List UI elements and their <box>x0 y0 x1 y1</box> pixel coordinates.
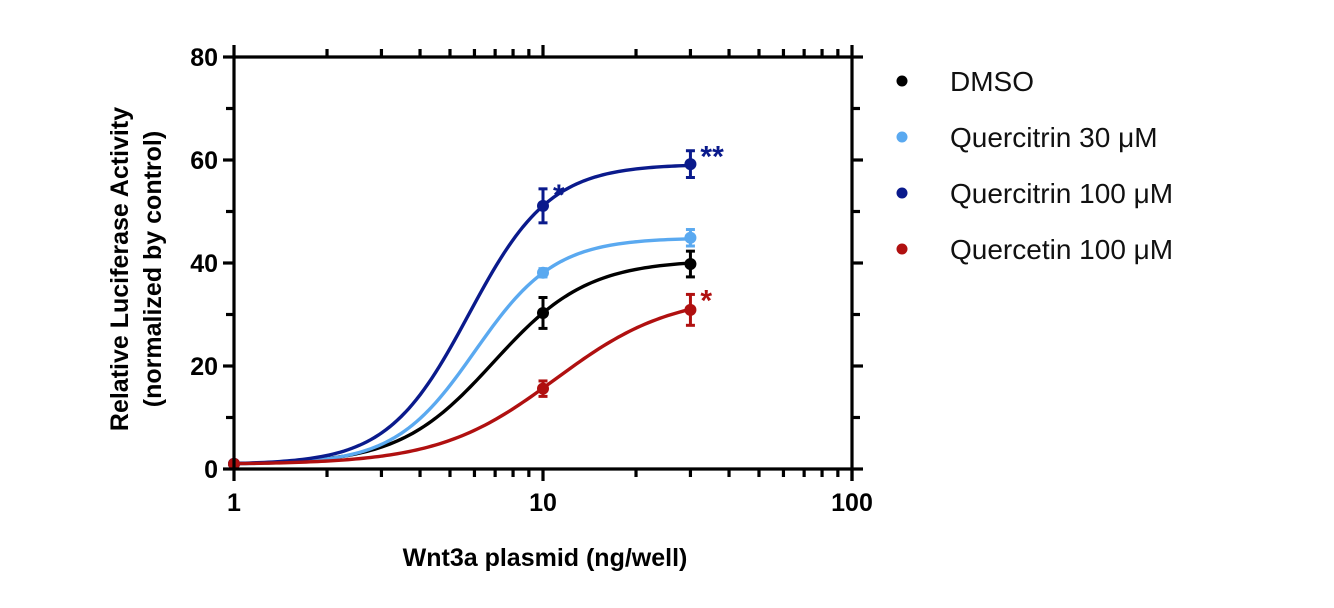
y-tick-label: 20 <box>190 353 218 381</box>
significance-marker: * <box>553 179 565 212</box>
legend-marker <box>896 243 908 255</box>
significance-marker: * <box>700 284 712 317</box>
legend: DMSO Quercitrin 30 μM Quercitrin 100 μM Que… <box>896 66 1173 265</box>
y-tick-label: 0 <box>204 456 218 484</box>
y-tick-label: 60 <box>190 147 218 175</box>
legend-marker <box>896 187 908 199</box>
legend-marker <box>896 75 908 87</box>
fit-curves <box>232 163 693 466</box>
legend-label: Quercetin 100 μM <box>950 234 1173 265</box>
legend-label: Quercitrin 100 μM <box>950 178 1173 209</box>
data-point <box>537 306 549 319</box>
significance-marker: ** <box>700 141 724 174</box>
y-axis-title-line2: (normalized by control) <box>139 131 167 407</box>
y-tick-label: 80 <box>190 44 218 72</box>
data-points <box>228 158 697 470</box>
data-point <box>537 266 549 279</box>
axes <box>223 45 863 481</box>
data-point <box>684 258 697 271</box>
legend-label: DMSO <box>950 66 1034 97</box>
x-axis-title: Wnt3a plasmid (ng/well) <box>403 544 688 572</box>
y-axis-title: Relative Luciferase Activity (normalized… <box>106 107 167 431</box>
legend-item: Quercitrin 100 μM <box>896 178 1173 209</box>
x-tick-label: 100 <box>831 489 873 517</box>
legend-item: Quercitrin 30 μM <box>896 122 1158 153</box>
data-point <box>684 303 697 316</box>
y-axis-title-line1: Relative Luciferase Activity <box>106 107 134 431</box>
legend-item: Quercetin 100 μM <box>896 234 1173 265</box>
significance-annotations: **** <box>553 141 724 318</box>
data-point <box>537 382 549 395</box>
x-tick-label: 1 <box>227 489 241 517</box>
legend-item: DMSO <box>896 66 1034 97</box>
legend-marker <box>896 131 908 143</box>
y-tick-labels: 0 20 40 60 80 <box>190 44 218 484</box>
series-curve-2 <box>232 163 693 466</box>
series-curve-3 <box>232 307 693 466</box>
data-point <box>684 158 697 171</box>
series-curve-0 <box>232 261 693 466</box>
x-tick-labels: 1 10 100 <box>227 489 873 517</box>
data-point <box>684 231 697 244</box>
x-tick-label: 10 <box>529 489 557 517</box>
data-point <box>537 199 549 212</box>
y-tick-label: 40 <box>190 250 218 278</box>
legend-label: Quercitrin 30 μM <box>950 122 1158 153</box>
